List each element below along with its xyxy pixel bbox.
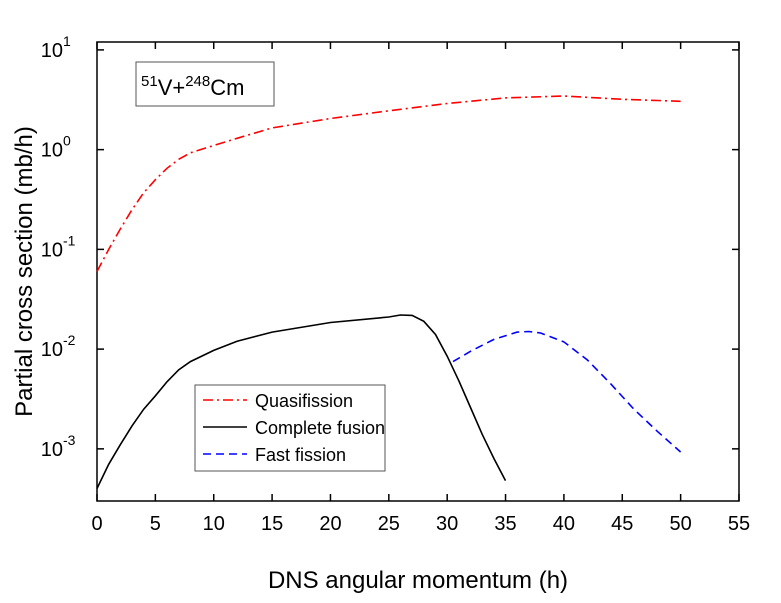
x-tick-label: 25 [378, 513, 400, 535]
x-axis-label: DNS angular momentum (h) [268, 567, 568, 594]
y-tick-label: 10 [41, 140, 63, 162]
y-tick-exponent: 1 [63, 33, 71, 49]
y-tick-base: 10 [41, 140, 63, 162]
y-tick-base: 10 [41, 439, 63, 461]
annotation-text: Cm [210, 75, 244, 100]
x-tick-label: 55 [728, 513, 750, 535]
series-line [96, 95, 681, 272]
y-tick-base: 10 [41, 239, 63, 261]
x-tick-label: 35 [494, 513, 516, 535]
x-tick-label: 5 [150, 513, 161, 535]
annotation-sup: 51 [141, 73, 158, 90]
legend-label: Fast fission [255, 445, 346, 465]
x-tick-label: 20 [319, 513, 341, 535]
y-tick-label: 10 [41, 439, 63, 461]
y-tick-exponent: 0 [63, 133, 71, 149]
annotation-box [135, 61, 275, 107]
x-tick-label: 30 [436, 513, 458, 535]
x-tick-label: 15 [261, 513, 283, 535]
y-tick-label: 10 [41, 239, 63, 261]
annotation: 51V+248Cm [141, 73, 244, 100]
x-tick-label: 0 [91, 513, 102, 535]
series-line [96, 314, 507, 489]
series-line [452, 330, 682, 453]
plot-frame [96, 41, 740, 502]
y-tick-exponent: -3 [63, 432, 76, 448]
x-tick-label: 45 [611, 513, 633, 535]
annotation-text: V+ [158, 75, 186, 100]
x-tick-label: 50 [670, 513, 692, 535]
y-tick-base: 10 [41, 40, 63, 62]
annotation-sup: 248 [185, 73, 210, 90]
y-axis-label: Partial cross section (mb/h) [11, 126, 38, 417]
legend-label: Quasifission [255, 391, 353, 411]
y-tick-exponent: -1 [63, 232, 76, 248]
x-tick-label: 10 [203, 513, 225, 535]
legend-label: Complete fusion [255, 418, 385, 438]
y-tick-label: 10 [41, 339, 63, 361]
y-tick-label: 10 [41, 40, 63, 62]
x-tick-label: 40 [553, 513, 575, 535]
y-tick-exponent: -2 [63, 332, 76, 348]
y-tick-base: 10 [41, 339, 63, 361]
